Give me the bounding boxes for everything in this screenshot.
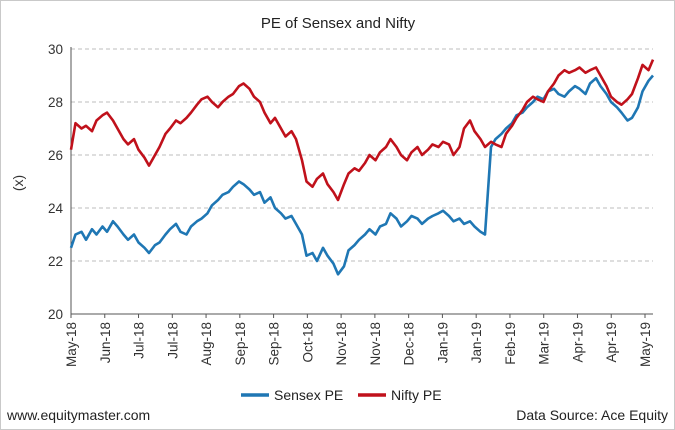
footer-site: www.equitymaster.com bbox=[6, 407, 150, 423]
x-tick-label-6: Sep-18 bbox=[267, 322, 282, 366]
x-tick-label-16: Apr-19 bbox=[604, 322, 619, 363]
y-tick-24: 24 bbox=[48, 201, 64, 216]
x-tick-label-2: Jul-18 bbox=[132, 322, 147, 359]
x-tick-label-5: Sep-18 bbox=[233, 322, 248, 366]
x-axis-ticks: May-18 Jun-18 Jul-18 Jul-18 Aug-18 Sep-18 Sep-… bbox=[64, 314, 653, 367]
y-axis-ticks: 20 22 24 26 28 30 bbox=[48, 42, 64, 322]
y-tick-20: 20 bbox=[48, 307, 63, 322]
legend: Sensex PE Nifty PE bbox=[241, 387, 442, 403]
legend-label-1: Nifty PE bbox=[391, 387, 442, 403]
y-axis-label: (x) bbox=[10, 175, 26, 191]
x-tick-label-4: Aug-18 bbox=[199, 322, 214, 366]
x-tick-label-13: Feb-19 bbox=[503, 322, 518, 365]
footer-source: Data Source: Ace Equity bbox=[516, 407, 668, 423]
series-line-nifty-pe bbox=[69, 59, 655, 202]
series-layer bbox=[69, 59, 655, 276]
legend-label-0: Sensex PE bbox=[274, 387, 343, 403]
x-tick-label-15: Apr-19 bbox=[570, 322, 585, 363]
x-tick-label-7: Oct-18 bbox=[300, 322, 315, 363]
x-tick-label-14: Mar-19 bbox=[537, 322, 552, 365]
x-tick-label-8: Nov-18 bbox=[334, 322, 349, 366]
x-tick-label-11: Jan-19 bbox=[435, 322, 450, 363]
x-tick-label-3: Jul-18 bbox=[165, 322, 180, 359]
grid-layer bbox=[70, 47, 653, 315]
series-line-sensex-pe bbox=[69, 74, 654, 276]
x-tick-label-17: May-19 bbox=[638, 322, 653, 367]
y-tick-22: 22 bbox=[48, 254, 63, 269]
x-tick-label-0: May-18 bbox=[64, 322, 79, 367]
chart-title: PE of Sensex and Nifty bbox=[261, 15, 416, 32]
x-tick-label-9: Nov-18 bbox=[368, 322, 383, 366]
x-tick-label-10: Dec-18 bbox=[402, 322, 417, 366]
x-tick-label-12: Jan-19 bbox=[469, 322, 484, 363]
x-tick-label-1: Jun-18 bbox=[98, 322, 113, 363]
y-tick-30: 30 bbox=[48, 42, 63, 57]
y-tick-28: 28 bbox=[48, 95, 63, 110]
y-tick-26: 26 bbox=[48, 148, 63, 163]
